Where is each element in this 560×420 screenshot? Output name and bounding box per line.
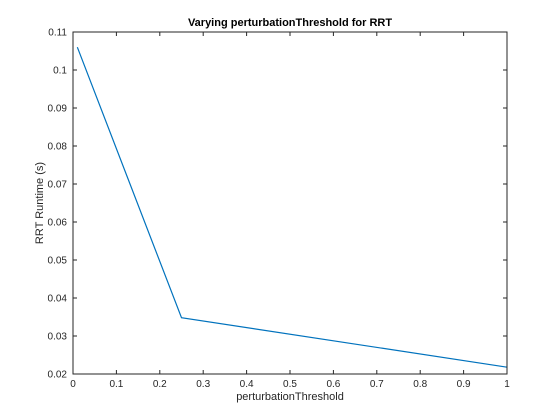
x-tick-label: 0.3 <box>196 379 210 390</box>
y-tick-label: 0.07 <box>48 180 68 191</box>
x-tick-label: 1 <box>504 379 510 390</box>
y-tick-label: 0.02 <box>48 370 68 381</box>
x-tick-label: 0.2 <box>153 379 167 390</box>
y-tick-label: 0.09 <box>48 104 68 115</box>
y-tick-label: 0.11 <box>48 28 67 39</box>
x-tick-label: 0.8 <box>413 379 427 390</box>
y-tick-label: 0.03 <box>48 332 68 343</box>
x-axis-label: perturbationThreshold <box>236 391 344 403</box>
x-tick-label: 0.5 <box>283 379 297 390</box>
plot-area <box>73 32 507 374</box>
y-tick-label: 0.1 <box>53 66 67 77</box>
x-tick-label: 0.9 <box>457 379 471 390</box>
x-tick-label: 0.7 <box>370 379 384 390</box>
chart-title: Varying perturbationThreshold for RRT <box>188 17 392 29</box>
y-tick-label: 0.05 <box>48 256 68 267</box>
y-tick-label: 0.06 <box>48 218 68 229</box>
y-tick-label: 0.08 <box>48 142 68 153</box>
y-axis-label: RRT Runtime (s) <box>34 162 46 244</box>
x-tick-label: 0 <box>70 379 76 390</box>
x-tick-label: 0.1 <box>109 379 123 390</box>
y-tick-label: 0.04 <box>48 294 68 305</box>
x-tick-label: 0.4 <box>240 379 254 390</box>
x-tick-label: 0.6 <box>326 379 340 390</box>
